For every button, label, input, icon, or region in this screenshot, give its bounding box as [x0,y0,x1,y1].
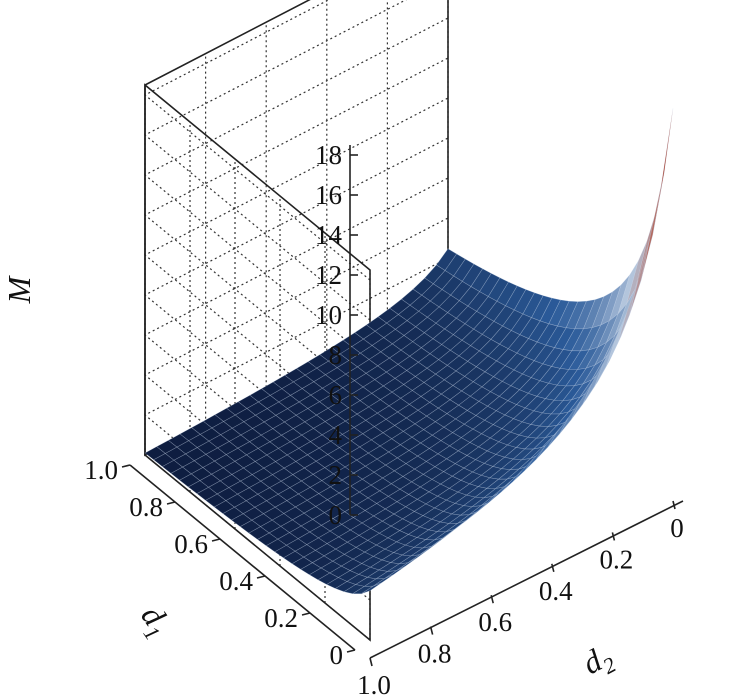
surface-cell [265,538,288,553]
z-tick-label: 0 [329,500,343,530]
surface-cell [161,459,184,474]
d1-tick-label: 1.0 [84,455,118,485]
d2-tick [429,626,434,635]
d2-tick-label: 0 [670,513,684,543]
d1-tick-label: 0.4 [219,566,253,596]
d1-tick [301,612,311,616]
d2-axis-line [369,500,684,659]
surface-cell [626,240,648,304]
z-tick-label: 10 [315,300,342,330]
z-tick-label: 4 [329,420,343,450]
d1-tick-label: 0 [330,640,344,670]
surface-cell [361,582,382,595]
surface-cell [239,519,262,534]
z-tick-label: 12 [315,260,342,290]
d1-tick-label: 0.2 [264,603,298,633]
d1-tick-label: 0.8 [129,492,163,522]
d1-tick [346,649,356,653]
d2-tick-label: 0.4 [539,576,573,606]
d1-tick [256,575,266,579]
surface-cell [144,446,166,461]
surface-cell [187,480,210,495]
z-tick-label: 18 [315,140,342,170]
d1-tick-label: 0.6 [174,529,208,559]
z-tick-label: 2 [329,460,343,490]
surface-cell [213,500,236,514]
surface-cell [256,532,279,547]
d1-axis-line [129,464,356,651]
surface-mesh [144,108,674,595]
z-tick-label: 14 [315,220,343,250]
surface-cell [230,513,253,528]
d2-tick-label: 0.8 [418,639,452,669]
d1-tick [121,464,131,468]
d2-tick-label: 1.0 [357,670,391,698]
d2-tick-label: 0.2 [600,544,634,574]
d2-tick [672,500,676,510]
z-tick-label: 16 [315,180,342,210]
axis-labels: 0 2 4 6 8 10 12 14 16 18 0 0.2 0.4 0.6 0.8 1.0 0 0.2 0.4 0.… [84,140,684,698]
d2-tick [490,595,494,604]
z-axis-title: M [1,274,37,304]
y-axis-title: d1 [129,598,179,644]
surface-cell [153,453,175,467]
d2-tick [551,563,555,572]
z-tick-label: 8 [329,340,343,370]
d1-tick [211,538,221,542]
d2-tick [611,532,616,541]
x-axis-title: d2 [576,637,620,687]
z-tick-label: 6 [329,380,343,410]
d2-tick [369,657,373,667]
front-axes [121,145,684,667]
d2-tick-label: 0.6 [478,607,512,637]
d1-tick [166,501,176,505]
surface-cell [308,567,331,581]
